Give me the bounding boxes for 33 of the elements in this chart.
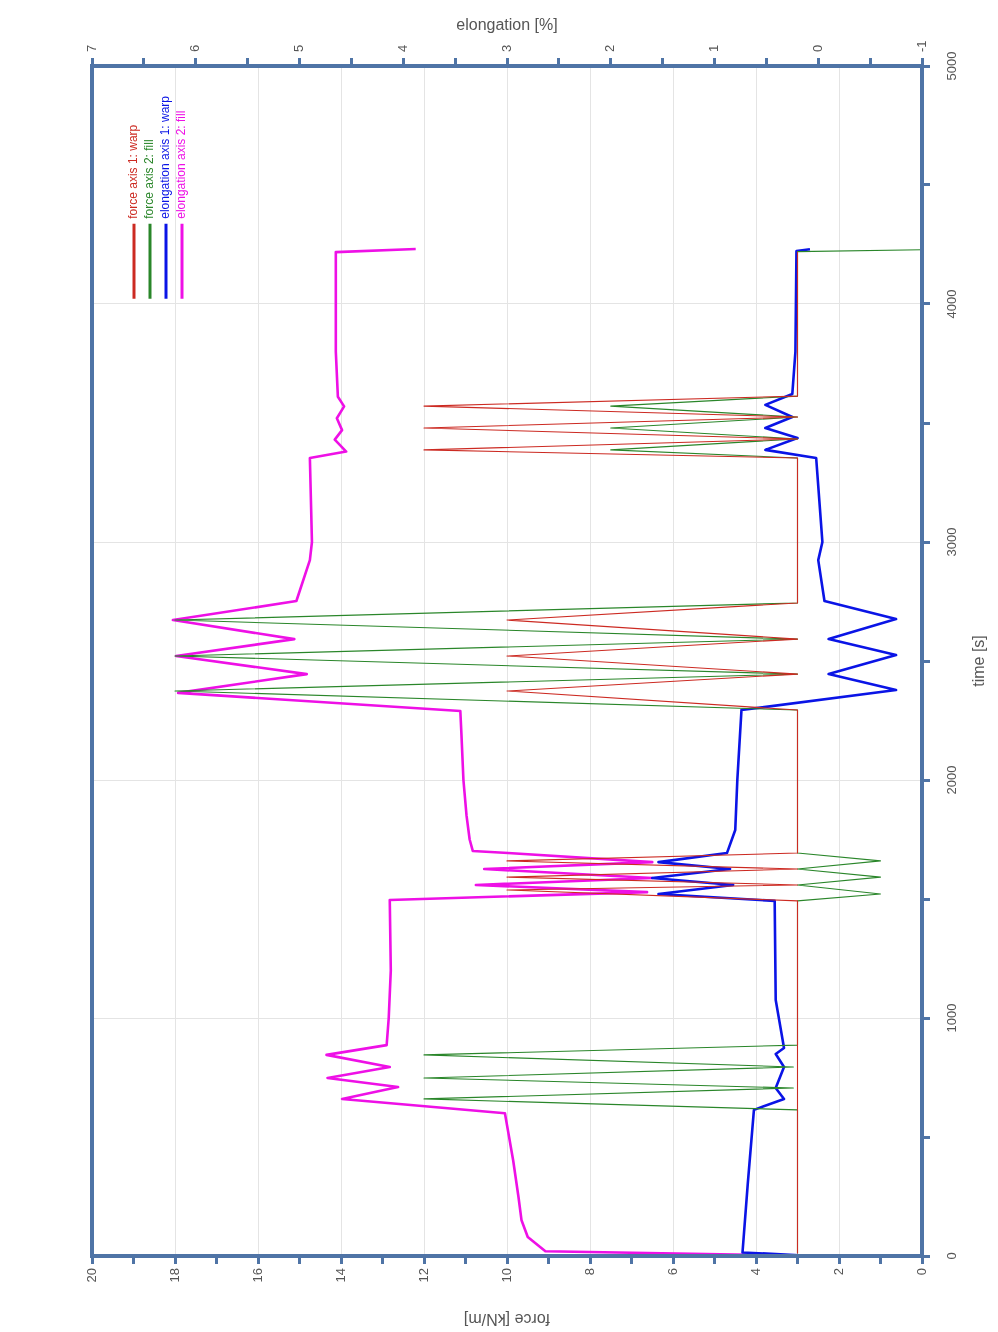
y-tick-label: 0 bbox=[943, 1252, 959, 1260]
x-tick-label: 6 bbox=[664, 1268, 680, 1276]
y-tick-label: 4000 bbox=[943, 289, 959, 319]
x-tick-label: 2 bbox=[830, 1268, 846, 1276]
x2-axis-title: elongation [%] bbox=[456, 16, 558, 34]
x-tick-label: 12 bbox=[415, 1268, 431, 1283]
x-tick-label: 10 bbox=[498, 1268, 514, 1283]
x-tick-label: 4 bbox=[747, 1268, 763, 1276]
x2-tick-label: 5 bbox=[291, 44, 307, 52]
y-tick-label: 3000 bbox=[943, 527, 959, 557]
text: force axis 2: fill bbox=[142, 139, 157, 219]
x-tick-label: 14 bbox=[332, 1268, 348, 1283]
text: elongation axis 2: fill bbox=[174, 110, 189, 219]
x-tick-label: 8 bbox=[581, 1268, 597, 1276]
y-tick-label: 1000 bbox=[943, 1003, 959, 1033]
x2-tick-label: 2 bbox=[602, 44, 618, 52]
x-tick-label: 20 bbox=[83, 1268, 99, 1283]
x2-tick-label: 1 bbox=[706, 44, 722, 52]
x2-tick-label: 4 bbox=[394, 44, 410, 52]
x2-tick-label: 6 bbox=[187, 44, 203, 52]
y-axis-title: time [s] bbox=[970, 635, 988, 687]
x2-tick-label: 3 bbox=[498, 44, 514, 52]
x-axis-title: force [kN/m] bbox=[463, 1310, 551, 1328]
text: force axis 1: warp bbox=[126, 124, 141, 219]
x2-tick-label: -1 bbox=[913, 40, 929, 52]
x-tick-label: 18 bbox=[166, 1268, 182, 1283]
x2-tick-label: 7 bbox=[83, 44, 99, 52]
text: elongation axis 1: warp bbox=[158, 95, 173, 219]
x-tick-label: 0 bbox=[913, 1268, 929, 1276]
y-tick-label: 2000 bbox=[943, 765, 959, 795]
x-tick-label: 16 bbox=[249, 1268, 265, 1283]
y-tick-label: 5000 bbox=[943, 51, 959, 81]
x2-tick-label: 0 bbox=[809, 44, 825, 52]
